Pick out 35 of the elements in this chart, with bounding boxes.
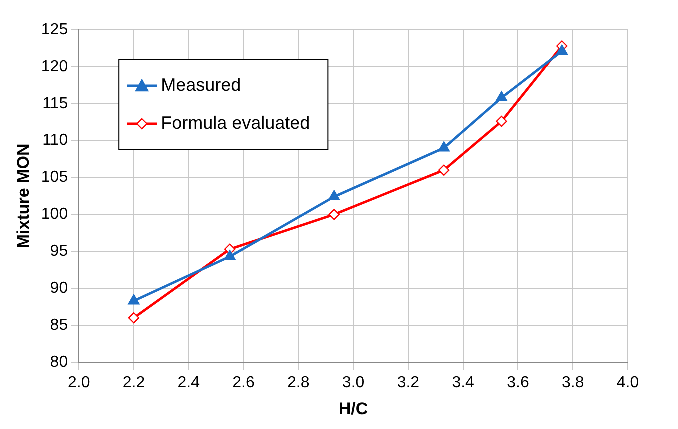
x-tick-label: 3.8 [562,374,584,392]
y-tick-label: 85 [50,316,68,334]
x-tick-label: 3.0 [342,374,365,392]
point [438,142,450,152]
y-tick-label: 80 [50,354,68,371]
y-tick-label: 105 [41,169,68,186]
y-tick-label: 90 [50,280,68,297]
x-tick-label: 2.2 [122,374,146,392]
x-tick-label: 3.2 [397,374,420,392]
x-tick-label: 2.4 [178,374,200,392]
x-tick-label: 3.6 [507,374,530,392]
y-tick-label: 110 [42,132,68,150]
x-axis-title: H/C [338,399,368,418]
y-tick-label: 95 [50,243,68,260]
y-tick-label: 115 [42,95,68,112]
legend-label: Formula evaluated [161,112,310,133]
point [496,116,508,128]
x-tick-label: 2.0 [68,374,90,392]
point [328,209,340,220]
point [128,312,140,324]
point [556,44,568,56]
x-tick-label: 2.8 [288,374,310,392]
y-tick-label: 125 [41,21,68,38]
x-tick-label: 4.0 [616,374,640,392]
x-tick-label: 2.6 [232,374,255,392]
y-tick-label: 100 [41,206,68,224]
point [224,250,236,260]
point [496,91,508,102]
point [328,190,340,201]
y-tick-label: 120 [41,58,68,76]
x-tick-label: 3.4 [452,374,475,392]
point [128,294,140,305]
legend-label: Measured [161,74,242,95]
point [438,164,450,176]
y-axis-title: Mixture MON [14,144,33,249]
